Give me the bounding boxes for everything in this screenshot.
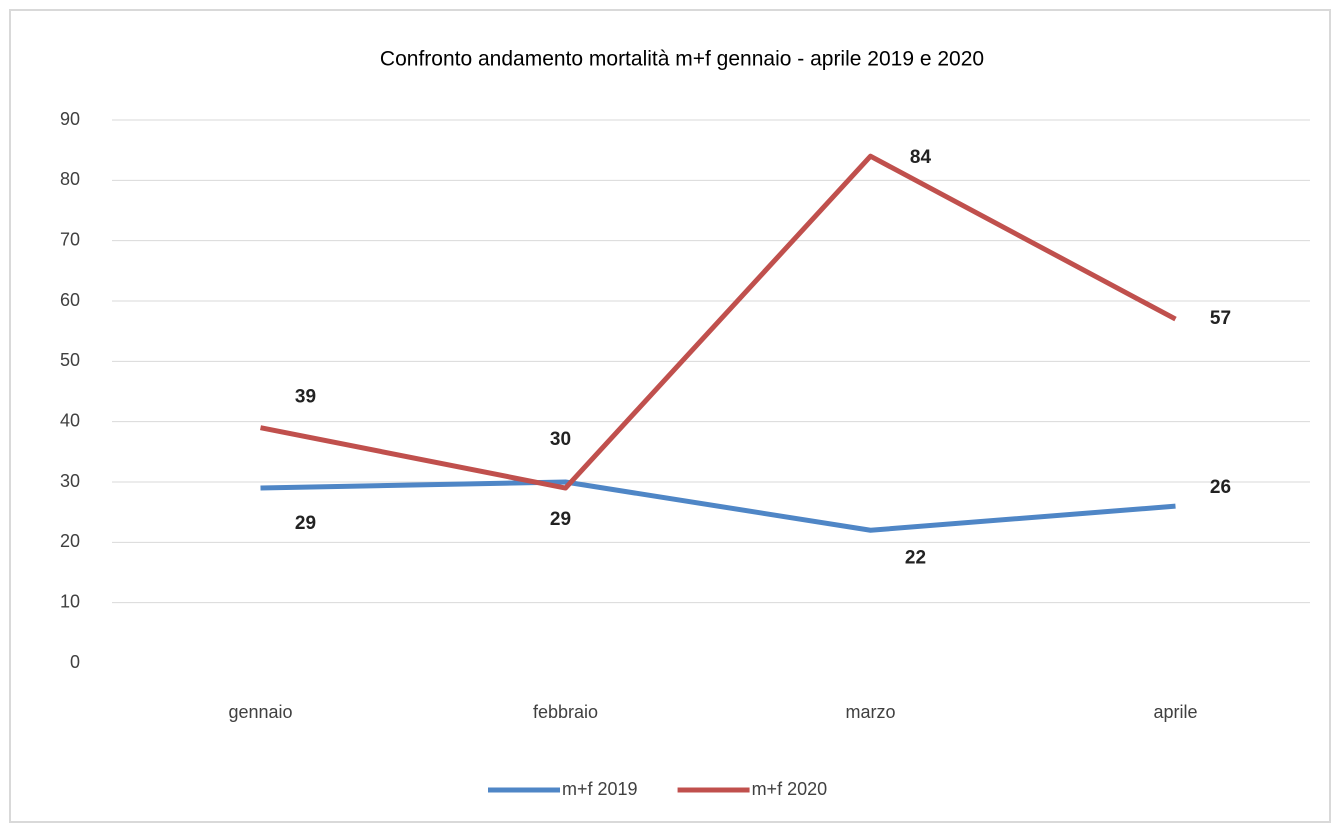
y-tick-label: 70 (60, 229, 80, 249)
data-label: 22 (905, 547, 926, 568)
y-tick-label: 20 (60, 531, 80, 551)
y-tick-label: 30 (60, 471, 80, 491)
y-tick-label: 10 (60, 591, 80, 611)
y-tick-label: 60 (60, 290, 80, 310)
series-line (260, 153, 1177, 491)
data-label: 29 (295, 513, 316, 534)
data-label: 84 (910, 147, 932, 168)
legend-label: m+f 2019 (562, 779, 638, 799)
data-label: 29 (550, 509, 571, 530)
data-label: 57 (1210, 308, 1231, 329)
data-label: 39 (295, 387, 316, 408)
data-label: 26 (1210, 477, 1231, 498)
chart-frame (9, 9, 1331, 823)
data-label: 30 (550, 429, 571, 450)
chart-title: Confronto andamento mortalità m+f gennai… (380, 48, 984, 71)
y-tick-label: 0 (70, 652, 80, 672)
y-tick-label: 90 (60, 109, 80, 129)
x-tick-label: marzo (845, 702, 895, 722)
series-line (260, 479, 1176, 533)
x-tick-label: aprile (1153, 702, 1197, 722)
y-tick-label: 50 (60, 350, 80, 370)
x-tick-label: gennaio (228, 702, 292, 722)
x-tick-label: febbraio (533, 702, 598, 722)
y-tick-label: 40 (60, 410, 80, 430)
y-tick-label: 80 (60, 169, 80, 189)
legend-label: m+f 2020 (752, 779, 828, 799)
